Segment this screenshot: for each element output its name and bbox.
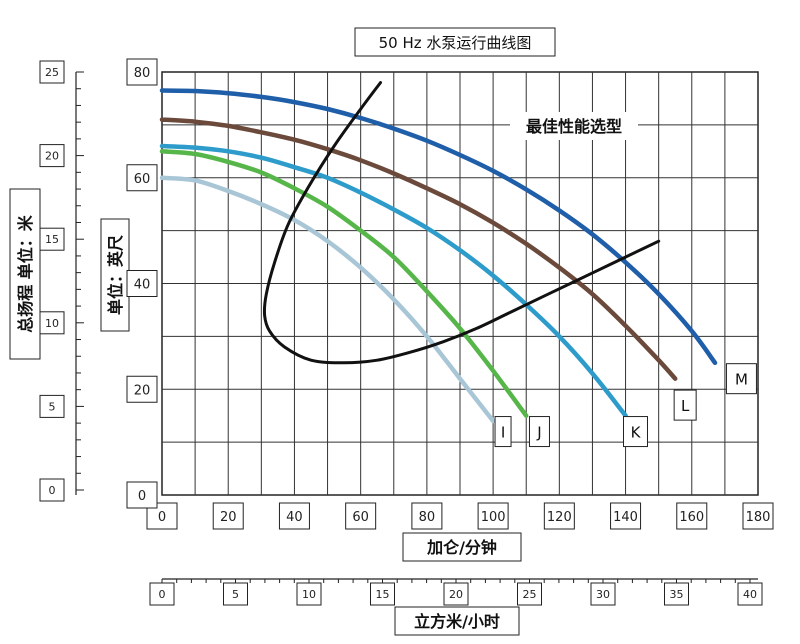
m3h-tick-label: 5 xyxy=(232,588,239,601)
m3h-tick-box xyxy=(443,582,469,606)
m3h-tick-label: 25 xyxy=(523,588,537,601)
curve-label-k: K xyxy=(631,424,642,442)
x-axis-label: 加仑/分钟 xyxy=(426,538,497,557)
x-tick-box xyxy=(676,502,708,530)
y-tick-box xyxy=(126,375,158,403)
m3h-tick-box xyxy=(664,582,689,606)
y2label-box xyxy=(9,188,41,360)
curve-label-box-j xyxy=(528,416,550,448)
meters-axis-label: 总扬程 单位：米 xyxy=(16,214,35,333)
x-tick-label: 60 xyxy=(352,510,369,525)
curve-label-box-i xyxy=(494,416,512,448)
x-tick-box xyxy=(278,502,310,530)
meters-tick-label: 20 xyxy=(45,150,59,163)
chart-title: 50 Hz 水泵运行曲线图 xyxy=(379,34,532,52)
x-tick-label: 120 xyxy=(547,510,572,525)
x-tick-box xyxy=(212,502,244,530)
y-axis-label: 单位：英尺 xyxy=(106,235,125,315)
m3h-tick-label: 35 xyxy=(670,588,684,601)
x-tick-label: 40 xyxy=(286,510,303,525)
curve-label-i: I xyxy=(501,424,505,442)
m3h-tick-label: 0 xyxy=(159,588,166,601)
pump-curve-l xyxy=(159,117,678,381)
x-tick-label: 20 xyxy=(220,510,237,525)
y-tick-label: 40 xyxy=(134,278,151,293)
meters-tick-box xyxy=(39,311,65,335)
x-tick-label: 0 xyxy=(158,510,166,525)
tick-labels: 0 20 40 60 80 100 120 140 160 1800204060800510152… xyxy=(39,58,774,606)
meters-tick-label: 15 xyxy=(45,233,59,246)
meters-tick-box xyxy=(39,478,65,502)
y-tick-box xyxy=(126,164,158,192)
curve-label-m: M xyxy=(735,371,748,389)
curve-labels: I J K L M xyxy=(494,363,757,448)
meters-tick-box xyxy=(39,227,65,251)
pump-curve-i xyxy=(159,175,496,424)
m3h-tick-label: 20 xyxy=(449,588,463,601)
ylabel-box xyxy=(100,218,130,332)
x-tick-label: 180 xyxy=(746,510,771,525)
m3h-tick-label: 40 xyxy=(743,588,757,601)
x2label-box xyxy=(394,606,520,636)
m3h-axis-ticks xyxy=(161,579,751,587)
pump-curves xyxy=(159,81,718,424)
meters-tick-label: 25 xyxy=(45,66,59,79)
curve-label-box-l xyxy=(673,389,697,421)
meters-axis-ticks xyxy=(76,71,84,491)
x-tick-box xyxy=(610,502,642,530)
x-tick-label: 160 xyxy=(679,510,704,525)
best-performance-curve xyxy=(262,81,661,365)
y-tick-box xyxy=(126,58,158,86)
x-tick-label: 80 xyxy=(419,510,436,525)
y-tick-box xyxy=(126,270,158,297)
meters-tick-box xyxy=(39,60,65,84)
meters-tick-box xyxy=(39,144,65,168)
m3h-tick-box xyxy=(590,582,616,606)
x-tick-box xyxy=(345,502,377,530)
pump-curve-j xyxy=(159,149,529,418)
pump-curve-k xyxy=(159,143,628,418)
annotation-bg xyxy=(510,112,638,140)
m3h-tick-label: 30 xyxy=(596,588,610,601)
x-tick-box xyxy=(477,502,509,530)
x-tick-label: 100 xyxy=(481,510,506,525)
meters-tick-box xyxy=(39,394,65,418)
y-tick-label: 0 xyxy=(138,489,146,504)
y-tick-label: 20 xyxy=(134,383,151,398)
best-performance-annotation: 最佳性能选型 xyxy=(526,117,622,136)
m3h-tick-box xyxy=(296,582,322,606)
meters-tick-label: 0 xyxy=(49,484,56,497)
grid-lines xyxy=(162,72,758,495)
curve-label-box-k xyxy=(622,416,648,448)
m3h-tick-box xyxy=(517,582,542,606)
m3h-tick-label: 10 xyxy=(302,588,316,601)
x-tick-box xyxy=(411,502,443,530)
meters-tick-label: 5 xyxy=(49,400,56,413)
m3h-tick-label: 15 xyxy=(376,588,390,601)
x-tick-label: 140 xyxy=(613,510,638,525)
m3h-tick-box xyxy=(370,582,395,606)
title-box xyxy=(354,27,556,57)
pump-curve-m xyxy=(159,88,718,366)
x-tick-box xyxy=(742,502,774,530)
y-tick-label: 80 xyxy=(134,66,151,81)
curve-label-j: J xyxy=(536,424,541,442)
curve-label-box-m xyxy=(725,363,757,395)
m3h-tick-box xyxy=(149,582,175,606)
x-tick-box xyxy=(543,502,575,530)
m3h-tick-box xyxy=(223,582,248,606)
xlabel-box xyxy=(402,532,522,562)
m3h-axis-label: 立方米/小时 xyxy=(414,612,500,631)
meters-tick-label: 10 xyxy=(45,317,59,330)
y-tick-label: 60 xyxy=(134,172,151,187)
y-tick-box xyxy=(126,481,158,509)
m3h-tick-box xyxy=(737,582,763,606)
curve-label-l: L xyxy=(681,397,690,415)
